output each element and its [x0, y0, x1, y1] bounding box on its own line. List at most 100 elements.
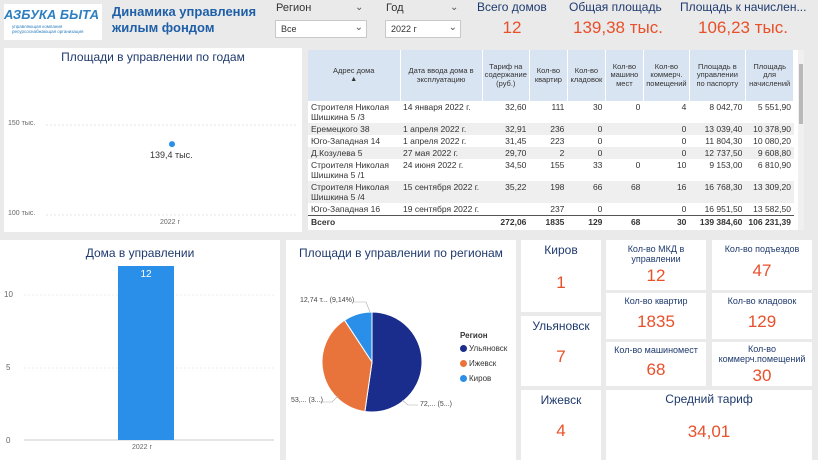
houses-chart [24, 266, 274, 441]
table-row[interactable]: Д.Козулева 5 27 мая 2022 г. 29,70 2 0 0 12 737… [308, 147, 794, 159]
region-card-label: Ижевск [540, 393, 582, 407]
stat-card-label: Кол-во квартир [624, 296, 688, 306]
regions-pie-title: Площади в управлении по регионам [299, 246, 503, 260]
legend-item-izhevsk[interactable]: Ижевск [460, 359, 496, 368]
col-parking[interactable]: Кол-во машино мест [605, 50, 644, 101]
y-tick-5: 5 [6, 363, 11, 372]
kpi-total-houses-label: Всего домов [477, 0, 547, 14]
table-cell: 1 апреля 2022 г. [403, 136, 467, 146]
region-card-ulyanovsk: Ульяновск 7 [521, 316, 601, 386]
table-cell: 35,22 [482, 181, 530, 203]
table-cell: 236 [529, 123, 568, 135]
table-cell: 15 сентября 2022 г. [400, 181, 483, 203]
table-row[interactable]: Строителя Николая Шишкина 5 /4 15 сентябр… [308, 181, 794, 203]
year-chevron-icon[interactable]: ⌄ [450, 2, 459, 13]
region-chevron-icon[interactable]: ⌄ [355, 2, 364, 13]
table-cell: Еремецкого 38 [308, 123, 400, 135]
stat-card-value: 47 [752, 261, 772, 280]
table-scroll-thumb[interactable] [799, 64, 803, 124]
col-commercial[interactable]: Кол-во коммерч. помещений [643, 50, 690, 101]
houses-chart-title: Дома в управлении [85, 246, 195, 260]
table-total-cell: 129 [567, 215, 606, 228]
table-total-cell: 139 384,60 [689, 215, 746, 228]
table-scrollbar[interactable] [798, 50, 804, 230]
table-cell: 6 810,90 [757, 160, 791, 170]
areas-by-year-title: Площади в управлении по годам [61, 50, 245, 64]
stat-card-commercial: Кол-во коммерч.помещений 30 [712, 342, 812, 386]
pie-label-izhevsk: 53,... (3...) [291, 397, 323, 404]
page-title: Динамика управления жилым фондом [112, 4, 257, 35]
stat-card-value: 12 [646, 266, 666, 285]
logo-subtext: управляющая компания ресурсоснабжающая о… [12, 24, 84, 34]
table-cell: 16 951,50 [704, 204, 743, 214]
logo: АЗБУКА БЫТА управляющая компания ресурсо… [4, 4, 102, 40]
table-cell: 0 [597, 136, 603, 146]
legend-item-kirov[interactable]: Киров [460, 374, 491, 383]
table-cell: 0 [643, 123, 690, 135]
stat-card-entrances: Кол-во подъездов 47 [712, 240, 812, 290]
table-cell [605, 147, 644, 159]
pie-slice-2 [343, 311, 373, 364]
region-card-label: Ульяновск [532, 319, 590, 333]
table-cell: 5 551,90 [757, 102, 791, 112]
table-total-cell [400, 215, 483, 228]
table-cell [605, 123, 644, 135]
table-cell: 198 [529, 181, 568, 203]
chevron-down-icon: ⌄ [354, 22, 363, 33]
bar-2022 [118, 266, 174, 440]
table-cell: 34,50 [505, 160, 527, 170]
legend-item-ulyanovsk[interactable]: Ульяновск [460, 344, 507, 353]
table-cell: 0 [681, 204, 687, 214]
region-card-value: 4 [556, 421, 566, 440]
table-cell: Д.Козулева 5 [308, 147, 400, 159]
region-card-kirov: Киров 1 [521, 240, 601, 312]
table-cell: 32,91 [482, 123, 530, 135]
col-apartments[interactable]: Кол-во квартир [529, 50, 568, 101]
legend-dot-icon [460, 345, 467, 352]
pie-label-ulyanovsk: 72,... (5...) [420, 401, 452, 408]
kpi-total-houses-value: 12 [502, 18, 522, 37]
table-cell: 0 [567, 147, 606, 159]
houses-table-panel: Адрес дома ▲ Дата ввода дома в эксплуатац… [308, 50, 804, 230]
year-dropdown[interactable]: 2022 г ⌄ [385, 20, 461, 38]
col-tariff[interactable]: Тариф на содержание (руб.) [482, 50, 530, 101]
col-area-passport[interactable]: Площадь в управлении по паспорту [689, 50, 746, 101]
table-row[interactable]: Строителя Николая Шишкина 5 /1 24 июня 20… [308, 159, 794, 181]
table-cell: 4 [681, 102, 687, 112]
stat-card-label: Кол-во кладовок [727, 296, 797, 306]
col-address[interactable]: Адрес дома ▲ [308, 50, 401, 101]
table-cell [482, 203, 529, 216]
table-cell: Строителя Николая Шишкина 5 /3 [311, 102, 389, 122]
table-cell: 0 [597, 204, 603, 214]
table-cell: 16 768,30 [689, 181, 746, 203]
table-cell: Юго-Западная 14 [311, 136, 381, 146]
stat-card-value: 68 [646, 360, 666, 379]
regions-pie-panel: Площади в управлении по регионам 12,74 т… [286, 240, 516, 460]
table-row[interactable]: Юго-Западная 14 1 апреля 2022 г. 31,45 223 0… [308, 135, 794, 147]
table-cell: 27 мая 2022 г. [400, 147, 483, 159]
pie-label-kirov: 12,74 т... (9,14%) [300, 297, 355, 304]
table-row[interactable]: Строителя Николая Шишкина 5 /3 14 января … [308, 101, 794, 123]
col-area-billing[interactable]: Площадь для начислений [745, 50, 795, 101]
stat-card-label: Кол-во подъездов [724, 244, 800, 254]
stat-card-value: 34,01 [687, 422, 731, 441]
year-dropdown-value: 2022 г [391, 24, 417, 34]
table-row[interactable]: Еремецкого 38 1 апреля 2022 г. 32,91 236 0 0 1… [308, 123, 794, 135]
table-row[interactable]: Юго-Западная 16 19 сентября 2022 г. 237 0 0 1… [308, 203, 794, 216]
col-date[interactable]: Дата ввода дома в эксплуатацию [400, 50, 483, 101]
table-total-cell: 68 [605, 215, 644, 228]
stat-card-mkd: Кол-во МКД в управлении 12 [606, 240, 706, 290]
table-header-row: Адрес дома ▲ Дата ввода дома в эксплуатац… [308, 50, 795, 101]
stat-card-storage: Кол-во кладовок 129 [712, 293, 812, 339]
table-cell: 223 [550, 136, 565, 146]
stat-card-label: Кол-во МКД в управлении [627, 244, 685, 264]
scatter-data-label: 139,4 тыс. [150, 150, 193, 160]
table-total-cell: 30 [643, 215, 690, 228]
col-storage[interactable]: Кол-во кладовок [567, 50, 606, 101]
table-cell: 0 [635, 102, 641, 112]
table-cell: 14 января 2022 г. [403, 102, 471, 112]
region-dropdown[interactable]: Все ⌄ [275, 20, 367, 38]
table-total-cell: Всего [308, 215, 400, 228]
table-cell: 19 сентября 2022 г. [403, 204, 480, 214]
stat-card-label: Кол-во коммерч.помещений [718, 344, 806, 364]
